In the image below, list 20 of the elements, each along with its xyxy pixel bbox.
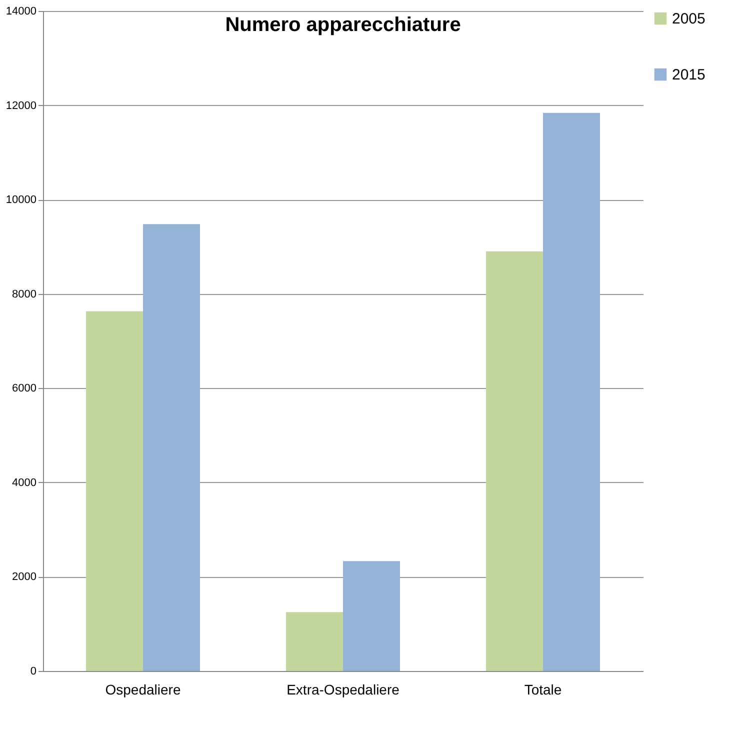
bar (286, 612, 343, 671)
y-tick-label: 12000 (6, 100, 36, 112)
chart-title: Numero apparecchiature (225, 14, 461, 36)
legend-label: 2015 (672, 66, 706, 84)
y-tick-label: 0 (30, 666, 36, 678)
x-tick-label: Ospedaliere (105, 682, 181, 698)
y-tick-label: 8000 (12, 288, 36, 300)
bar (86, 311, 143, 671)
x-tick-label: Totale (524, 682, 562, 698)
y-tick-label: 10000 (6, 194, 36, 206)
bar (543, 112, 600, 671)
x-tick-label: Extra-Ospedaliere (286, 682, 400, 698)
y-tick-label: 6000 (12, 382, 36, 395)
y-tick-label: 14000 (6, 6, 36, 18)
y-tick-label: 4000 (12, 476, 36, 489)
bar (486, 251, 543, 671)
legend-label: 2005 (672, 10, 706, 28)
bar (343, 561, 400, 671)
bar (143, 224, 200, 671)
y-tick-label: 2000 (12, 571, 36, 584)
